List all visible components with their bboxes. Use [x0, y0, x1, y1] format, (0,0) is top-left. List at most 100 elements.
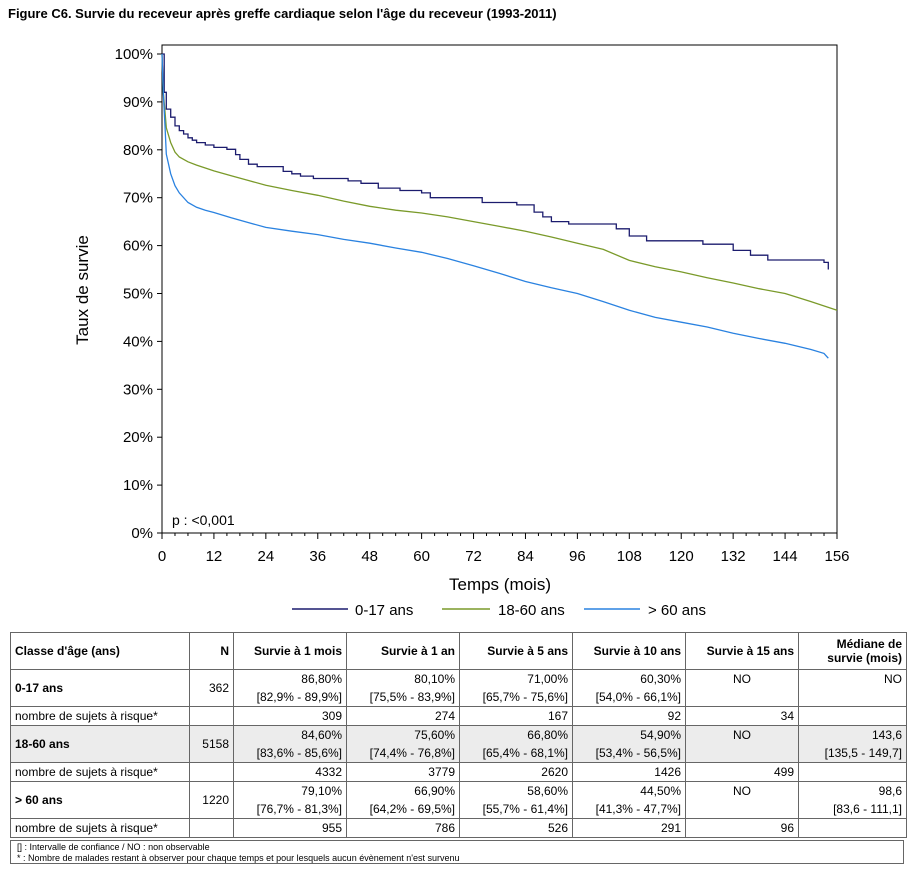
x-tick-label: 144	[773, 548, 798, 565]
median-ci	[798, 688, 907, 707]
x-tick-label: 60	[413, 548, 430, 565]
x-tick-label: 12	[206, 548, 223, 565]
y-tick-label: 60%	[123, 238, 153, 255]
survival-chart: 0% 10% 20% 30% 40% 50% 60% 70% 80% 90% 100% 0 12 24 3…	[73, 44, 850, 619]
risk-label: nombre de sujets à risque*	[10, 762, 190, 782]
x-tick-label: 96	[569, 548, 586, 565]
survival-value: 44,50%	[572, 781, 686, 800]
x-tick-label: 36	[309, 548, 326, 565]
table-row: 18-60 ans 5158 84,60% 75,60% 66,80% 54,90% NO 1…	[10, 725, 907, 763]
table-row: 0-17 ans 362 86,80% 80,10% 71,00% 60,30% NO NO	[10, 669, 907, 707]
at-risk-count: 92	[572, 706, 686, 726]
note-line-1: [] : Intervalle de confiance / NO : non …	[17, 842, 210, 852]
at-risk-count: 4332	[233, 762, 347, 782]
at-risk-count: 955	[233, 818, 347, 838]
risk-n-empty	[189, 762, 234, 782]
table-row: nombre de sujets à risque* 4332 3779 2620 14…	[10, 762, 907, 782]
confidence-interval: [65,7% - 75,6%]	[459, 688, 573, 707]
at-risk-count: 309	[233, 706, 347, 726]
survival-value: 58,60%	[459, 781, 573, 800]
group-label: 0-17 ans	[10, 669, 190, 707]
figure-title: Figure C6. Survie du receveur après gref…	[8, 6, 557, 21]
y-tick-label: 0%	[131, 525, 153, 542]
note-line-2: * : Nombre de malades restant à observer…	[17, 853, 460, 863]
risk-median-empty	[798, 818, 907, 838]
group-n: 1220	[189, 781, 234, 819]
confidence-interval: [76,7% - 81,3%]	[233, 800, 347, 819]
at-risk-count: 499	[685, 762, 799, 782]
risk-median-empty	[798, 762, 907, 782]
header-median: Médiane de survie (mois)	[798, 632, 907, 670]
group-n: 5158	[189, 725, 234, 763]
header-age-class: Classe d'âge (ans)	[10, 632, 190, 670]
x-tick-label: 120	[669, 548, 694, 565]
group-label: > 60 ans	[10, 781, 190, 819]
risk-median-empty	[798, 706, 907, 726]
x-tick-label: 156	[824, 548, 849, 565]
survival-15-ci	[685, 800, 799, 819]
median-value: NO	[798, 669, 907, 688]
confidence-interval: [41,3% - 47,7%]	[572, 800, 686, 819]
survival-value: 66,80%	[459, 725, 573, 744]
header-n: N	[189, 632, 234, 670]
series-line-0	[162, 53, 829, 270]
at-risk-count: 3779	[346, 762, 460, 782]
at-risk-count: 96	[685, 818, 799, 838]
survival-value: 60,30%	[572, 669, 686, 688]
survival-15-ci	[685, 744, 799, 763]
confidence-interval: [82,9% - 89,9%]	[233, 688, 347, 707]
survival-value: 71,00%	[459, 669, 573, 688]
survival-15-value: NO	[685, 669, 799, 688]
confidence-interval: [74,4% - 76,8%]	[346, 744, 460, 763]
survival-value: 80,10%	[346, 669, 460, 688]
p-value-annotation: p : <0,001	[172, 512, 235, 528]
plot-frame	[161, 44, 838, 534]
survival-value: 75,60%	[346, 725, 460, 744]
confidence-interval: [64,2% - 69,5%]	[346, 800, 460, 819]
at-risk-count: 274	[346, 706, 460, 726]
legend-label: > 60 ans	[648, 602, 706, 619]
x-tick-label: 24	[258, 548, 275, 565]
median-value: 98,6	[798, 781, 907, 800]
median-ci: [83,6 - 111,1]	[798, 800, 907, 819]
header-1-month: Survie à 1 mois	[233, 632, 347, 670]
x-axis-label: Temps (mois)	[449, 575, 551, 594]
y-tick-label: 70%	[123, 190, 153, 207]
header-1-year: Survie à 1 an	[346, 632, 460, 670]
series-line-2	[161, 53, 829, 359]
at-risk-count: 34	[685, 706, 799, 726]
at-risk-count: 167	[459, 706, 573, 726]
group-label: 18-60 ans	[10, 725, 190, 763]
at-risk-count: 2620	[459, 762, 573, 782]
at-risk-count: 526	[459, 818, 573, 838]
y-tick-label: 40%	[123, 333, 153, 350]
legend-label: 18-60 ans	[498, 602, 565, 619]
table-row: nombre de sujets à risque* 309 274 167 92 34	[10, 706, 907, 726]
y-tick-label: 90%	[123, 94, 153, 111]
at-risk-count: 291	[572, 818, 686, 838]
table-row: [83,6% - 85,6%] [74,4% - 76,8%] [65,4% - 6…	[11, 744, 907, 763]
y-tick-label: 100%	[115, 46, 153, 63]
confidence-interval: [83,6% - 85,6%]	[233, 744, 347, 763]
table-row: nombre de sujets à risque* 955 786 526 291 96	[10, 818, 907, 838]
header-5-years: Survie à 5 ans	[459, 632, 573, 670]
table-header-row: Classe d'âge (ans) N Survie à 1 mois Sur…	[10, 632, 907, 670]
survival-value: 79,10%	[233, 781, 347, 800]
confidence-interval: [65,4% - 68,1%]	[459, 744, 573, 763]
x-tick-label: 72	[465, 548, 482, 565]
survival-value: 86,80%	[233, 669, 347, 688]
y-tick-label: 80%	[123, 142, 153, 159]
x-tick-label: 132	[721, 548, 746, 565]
risk-label: nombre de sujets à risque*	[10, 706, 190, 726]
group-n: 362	[189, 669, 234, 707]
survival-15-value: NO	[685, 781, 799, 800]
legend: 0-17 ans 18-60 ans > 60 ans	[292, 602, 706, 619]
survival-value: 84,60%	[233, 725, 347, 744]
survival-table: Classe d'âge (ans) N Survie à 1 mois Sur…	[10, 632, 907, 838]
series-lines	[161, 53, 838, 359]
x-tick-label: 84	[517, 548, 534, 565]
survival-15-ci	[685, 688, 799, 707]
survival-value: 54,90%	[572, 725, 686, 744]
header-10-years: Survie à 10 ans	[572, 632, 686, 670]
at-risk-count: 1426	[572, 762, 686, 782]
